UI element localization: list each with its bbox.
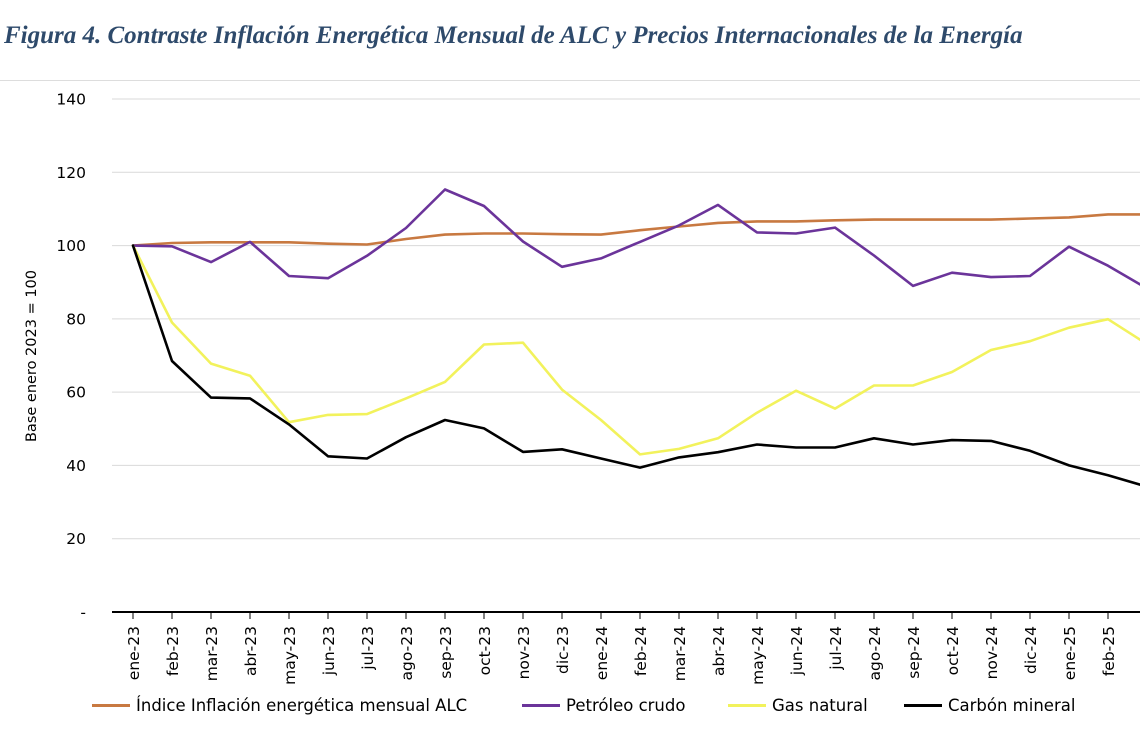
- legend-swatch-petroleo: [522, 704, 560, 707]
- x-tick-label: feb-23: [164, 626, 182, 676]
- legend-item-petroleo: Petróleo crudo: [522, 696, 685, 715]
- x-tick-label: ene-25: [1061, 626, 1079, 680]
- y-tick-label: 40: [66, 457, 86, 475]
- x-tick-label: sep-23: [437, 626, 455, 679]
- x-tick-label: dic-24: [1022, 626, 1040, 674]
- legend-label-carbon: Carbón mineral: [948, 696, 1076, 715]
- series-line-1: [131, 188, 1140, 288]
- y-tick-label: 140: [56, 91, 86, 109]
- series-line-3: [131, 244, 1140, 487]
- legend-item-carbon: Carbón mineral: [904, 696, 1075, 715]
- x-tick-label: sep-24: [905, 626, 923, 679]
- legend-swatch-carbon: [904, 704, 942, 707]
- x-tick-label: oct-24: [944, 626, 962, 675]
- y-tick-labels: - 20 40 60 80 100 120 140: [56, 91, 86, 622]
- title-divider: [0, 80, 1140, 81]
- y-tick-label: 120: [56, 164, 86, 182]
- x-tick-label: oct-23: [476, 626, 494, 675]
- x-tick-label: nov-24: [983, 626, 1001, 679]
- y-tick-label: 100: [56, 237, 86, 255]
- x-tick-label: jul-23: [359, 626, 377, 671]
- x-tick-label: ene-24: [593, 626, 611, 680]
- y-tick-label: 60: [66, 384, 86, 402]
- series-lines: [131, 188, 1140, 487]
- x-tick-label: may-24: [749, 626, 767, 685]
- legend-swatch-alc: [92, 704, 130, 707]
- series-line-0: [131, 213, 1140, 247]
- legend-label-gas: Gas natural: [772, 696, 868, 715]
- y-axis-label: Base enero 2023 = 100: [24, 270, 40, 442]
- y-tick-label: -: [80, 604, 86, 622]
- series-line-2: [131, 244, 1140, 456]
- x-tick-label: feb-25: [1100, 626, 1118, 676]
- x-tick-labels: ene-23 feb-23 mar-23 abr-23 may-23 jun-23 jul-…: [125, 626, 1140, 685]
- x-axis: [112, 611, 1140, 619]
- x-tick-label: ene-23: [125, 626, 143, 680]
- chart-title: Figura 4. Contraste Inflación Energética…: [4, 22, 1023, 49]
- legend-item-alc: Índice Inflación energética mensual ALC: [92, 696, 467, 715]
- x-tick-label: dic-23: [554, 626, 572, 674]
- legend-item-gas: Gas natural: [728, 696, 868, 715]
- x-tick-label: mar-24: [671, 626, 689, 681]
- x-tick-label: jun-23: [320, 626, 338, 676]
- x-tick-label: abr-24: [710, 626, 728, 676]
- x-tick-label: abr-23: [242, 626, 260, 676]
- legend-label-alc: Índice Inflación energética mensual ALC: [136, 696, 468, 715]
- x-tick-label: may-23: [281, 626, 299, 685]
- x-tick-label: nov-23: [515, 626, 533, 679]
- legend-swatch-gas: [728, 704, 766, 707]
- grid-lines: [112, 98, 1140, 540]
- x-tick-label: ago-24: [866, 626, 884, 680]
- x-tick-label: jun-24: [788, 626, 806, 676]
- x-tick-label: feb-24: [632, 626, 650, 676]
- x-tick-label: ago-23: [398, 626, 416, 680]
- x-tick-label: jul-24: [827, 626, 845, 671]
- y-tick-label: 20: [66, 530, 86, 548]
- x-tick-label: mar-23: [203, 626, 221, 681]
- legend: Índice Inflación energética mensual ALC …: [0, 696, 1140, 722]
- line-chart: - 20 40 60 80 100 120 140 Base enero 2023 = 100…: [24, 91, 1140, 685]
- legend-label-petroleo: Petróleo crudo: [566, 696, 686, 715]
- y-tick-label: 80: [66, 310, 86, 328]
